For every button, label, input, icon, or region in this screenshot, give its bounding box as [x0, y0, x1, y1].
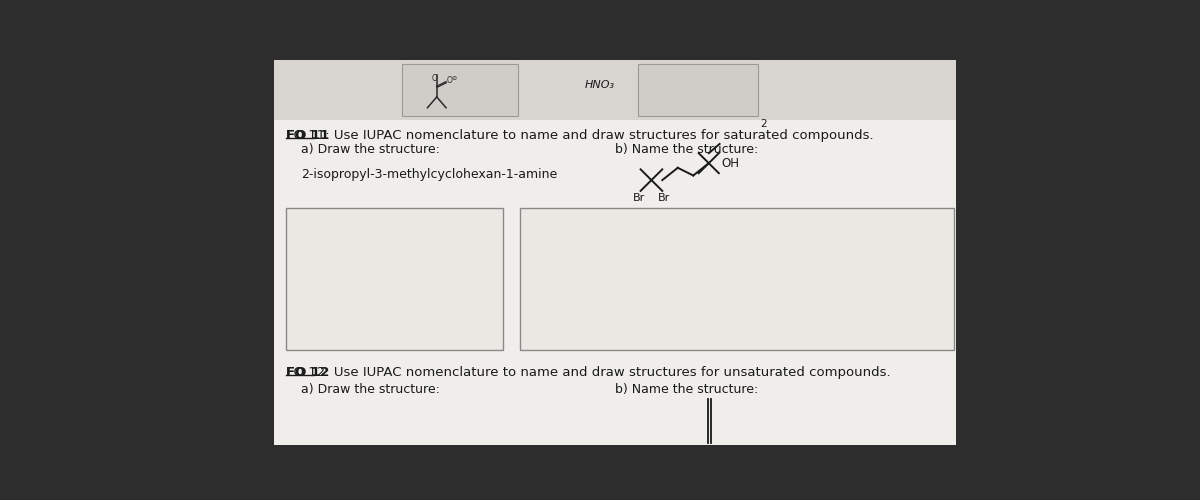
Text: HNO₃: HNO₃ — [584, 80, 614, 90]
Text: 2: 2 — [760, 120, 767, 130]
Text: FO 11: FO 11 — [286, 128, 329, 141]
Text: b) Name the structure:: b) Name the structure: — [616, 143, 758, 156]
Text: ⊖: ⊖ — [451, 76, 457, 81]
Text: FO 12: FO 12 — [286, 366, 329, 378]
Text: OH: OH — [721, 156, 739, 170]
Text: 2-isopropyl-3-methylcyclohexan-1-amine: 2-isopropyl-3-methylcyclohexan-1-amine — [301, 168, 557, 181]
Text: FO 12: Use IUPAC nomenclature to name and draw structures for unsaturated compou: FO 12: Use IUPAC nomenclature to name an… — [286, 366, 890, 378]
Bar — [521, 208, 954, 350]
Text: O: O — [446, 76, 452, 86]
Text: FO 11: Use IUPAC nomenclature to name and draw structures for saturated compound: FO 11: Use IUPAC nomenclature to name an… — [286, 128, 874, 141]
Bar — [402, 64, 518, 116]
Text: Br: Br — [632, 193, 646, 203]
Bar — [286, 208, 503, 350]
Bar — [638, 64, 758, 116]
Text: b) Name the structure:: b) Name the structure: — [616, 384, 758, 396]
Bar — [274, 60, 956, 120]
Text: Br: Br — [658, 193, 670, 203]
Text: O: O — [432, 74, 437, 83]
Text: a) Draw the structure:: a) Draw the structure: — [301, 143, 440, 156]
Text: a) Draw the structure:: a) Draw the structure: — [301, 384, 440, 396]
Bar — [274, 120, 956, 445]
